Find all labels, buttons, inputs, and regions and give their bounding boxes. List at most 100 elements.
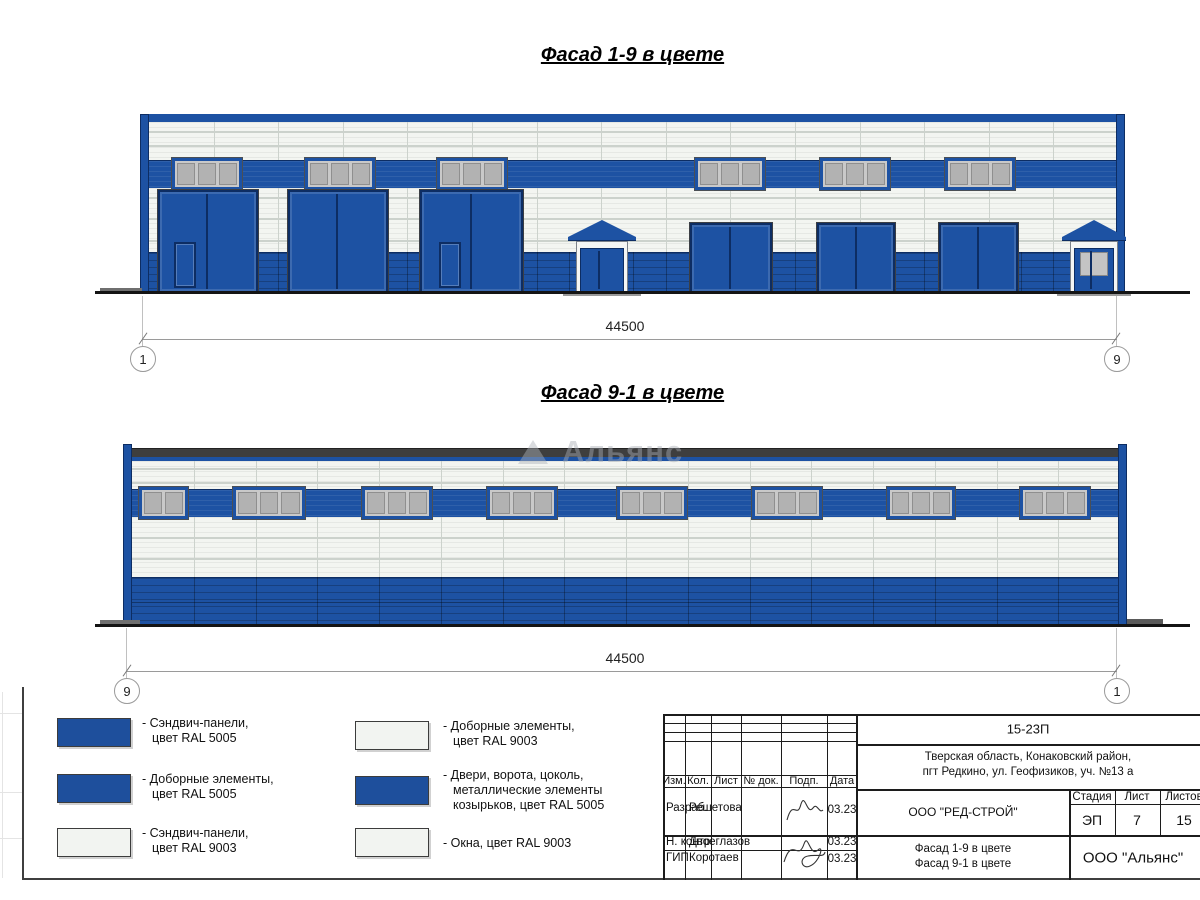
window-pane bbox=[950, 163, 968, 185]
window-pane bbox=[367, 492, 385, 514]
canopy-beam bbox=[1062, 237, 1126, 241]
panel-joint bbox=[873, 461, 874, 489]
panel-joint bbox=[873, 577, 874, 626]
sheet-frame-bottom bbox=[22, 878, 1200, 880]
panel-joint bbox=[564, 517, 565, 577]
panel-joint bbox=[503, 577, 504, 626]
dimension-line bbox=[143, 339, 1117, 340]
panel-joint bbox=[503, 461, 504, 489]
alyans-logo-icon bbox=[518, 440, 548, 464]
tb-doc-number: 15-23П bbox=[1006, 721, 1050, 737]
window-pane bbox=[513, 492, 531, 514]
panel-joint bbox=[1053, 122, 1054, 160]
panel-joint bbox=[924, 122, 925, 160]
panel-joint bbox=[811, 577, 812, 626]
panel-joint bbox=[278, 122, 279, 160]
tb-sheets: 15 bbox=[1176, 812, 1192, 828]
window-panes bbox=[823, 161, 887, 187]
sheet-frame-left bbox=[22, 687, 24, 880]
tb-date: 03.23 bbox=[827, 853, 857, 865]
corner-trim-right bbox=[1118, 444, 1127, 626]
panel-joint bbox=[873, 517, 874, 577]
panel-joint bbox=[256, 517, 257, 577]
panel-joint bbox=[750, 577, 751, 626]
entrance-door-canopy bbox=[563, 220, 641, 296]
window-pane bbox=[664, 492, 682, 514]
panel-joint bbox=[132, 482, 1118, 484]
panel-joint bbox=[278, 188, 279, 252]
extension-line bbox=[1116, 628, 1117, 684]
tb-name: Решетова bbox=[689, 802, 742, 814]
ground-ramp bbox=[100, 620, 140, 625]
axis-marker-1: 1 bbox=[130, 346, 156, 372]
window-panes bbox=[698, 161, 762, 187]
door-leaf-divider bbox=[977, 227, 979, 289]
tb-address-line1: Тверская область, Конаковский район, bbox=[924, 751, 1132, 763]
panel-joint bbox=[626, 577, 627, 626]
window-pane bbox=[971, 163, 989, 185]
panel-joint bbox=[666, 188, 667, 252]
window-pane bbox=[281, 492, 301, 514]
tb-col-ndok: № док. bbox=[743, 775, 779, 787]
legend-label: - Доборные элементы, цвет RAL 5005 bbox=[142, 772, 274, 801]
canopy-roof bbox=[568, 220, 636, 237]
tb-sheet: 7 bbox=[1133, 812, 1141, 828]
panel-joint bbox=[935, 517, 936, 577]
panel-joint bbox=[989, 122, 990, 160]
window-pane bbox=[892, 492, 910, 514]
window-pane bbox=[825, 163, 843, 185]
legend-swatch-blue-doors bbox=[355, 776, 429, 805]
tb-address-line2: пгт Редкино, ул. Геофизиков, уч. №13 а bbox=[922, 766, 1134, 778]
panel-joint bbox=[626, 517, 627, 577]
panel-joint bbox=[441, 517, 442, 577]
panel-joint bbox=[730, 122, 731, 160]
tb-col-list: Лист bbox=[714, 775, 738, 787]
entrance-step bbox=[1057, 293, 1131, 296]
corner-trim-left bbox=[140, 114, 149, 293]
panel-joint bbox=[666, 122, 667, 160]
gate-door bbox=[288, 190, 388, 293]
tb-line bbox=[1115, 789, 1116, 835]
window-pane bbox=[757, 492, 775, 514]
panel-joint bbox=[256, 577, 257, 626]
window-panes bbox=[948, 161, 1012, 187]
panel-joint bbox=[317, 461, 318, 489]
panel-joint bbox=[795, 252, 796, 293]
panel-joint bbox=[997, 577, 998, 626]
extension-line bbox=[126, 628, 127, 684]
tb-line bbox=[856, 714, 858, 880]
tb-line bbox=[1070, 804, 1200, 805]
double-door bbox=[817, 223, 895, 293]
tb-line bbox=[663, 850, 857, 851]
gate-leaf-divider bbox=[469, 194, 472, 289]
entrance-door bbox=[1074, 248, 1114, 292]
window-panes bbox=[175, 161, 239, 187]
window-pane bbox=[643, 492, 661, 514]
watermark: Альянс bbox=[518, 434, 683, 470]
window-pane bbox=[388, 492, 406, 514]
corner-trim-right bbox=[1116, 114, 1125, 293]
axis-marker-9: 9 bbox=[1104, 346, 1130, 372]
panel-joint bbox=[601, 188, 602, 252]
window-pane bbox=[1046, 492, 1064, 514]
panel-joint bbox=[194, 461, 195, 489]
tb-col-podp: Подп. bbox=[789, 775, 819, 787]
window-pane bbox=[778, 492, 796, 514]
double-door bbox=[690, 223, 772, 293]
panel-joint bbox=[407, 188, 408, 252]
window-panes bbox=[308, 161, 372, 187]
window-panes bbox=[440, 161, 504, 187]
facade-elements-layer bbox=[140, 114, 1131, 296]
panel-joint bbox=[1058, 517, 1059, 577]
panel-joint bbox=[688, 577, 689, 626]
tb-role: Н. контр. bbox=[666, 836, 714, 848]
window-pane bbox=[867, 163, 885, 185]
panel-joint bbox=[997, 517, 998, 577]
door-leaf-divider bbox=[854, 227, 857, 289]
window bbox=[362, 487, 432, 519]
panel-joint bbox=[132, 468, 1118, 470]
tb-line bbox=[1160, 789, 1161, 835]
tb-date: 03.23 bbox=[827, 804, 857, 816]
window-panes bbox=[365, 490, 429, 516]
